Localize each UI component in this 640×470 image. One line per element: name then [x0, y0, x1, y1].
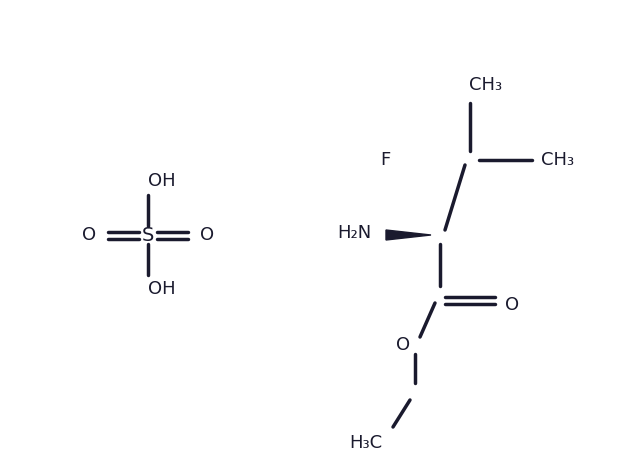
Polygon shape	[386, 230, 431, 240]
Text: O: O	[505, 296, 519, 314]
Text: F: F	[380, 151, 390, 169]
Text: O: O	[82, 226, 96, 244]
Text: H₃C: H₃C	[349, 434, 383, 452]
Text: OH: OH	[148, 172, 176, 190]
Text: CH₃: CH₃	[469, 76, 502, 94]
Text: H₂N: H₂N	[337, 224, 371, 242]
Text: OH: OH	[148, 280, 176, 298]
Text: S: S	[142, 226, 154, 244]
Text: O: O	[396, 336, 410, 354]
Text: O: O	[200, 226, 214, 244]
Text: CH₃: CH₃	[541, 151, 575, 169]
